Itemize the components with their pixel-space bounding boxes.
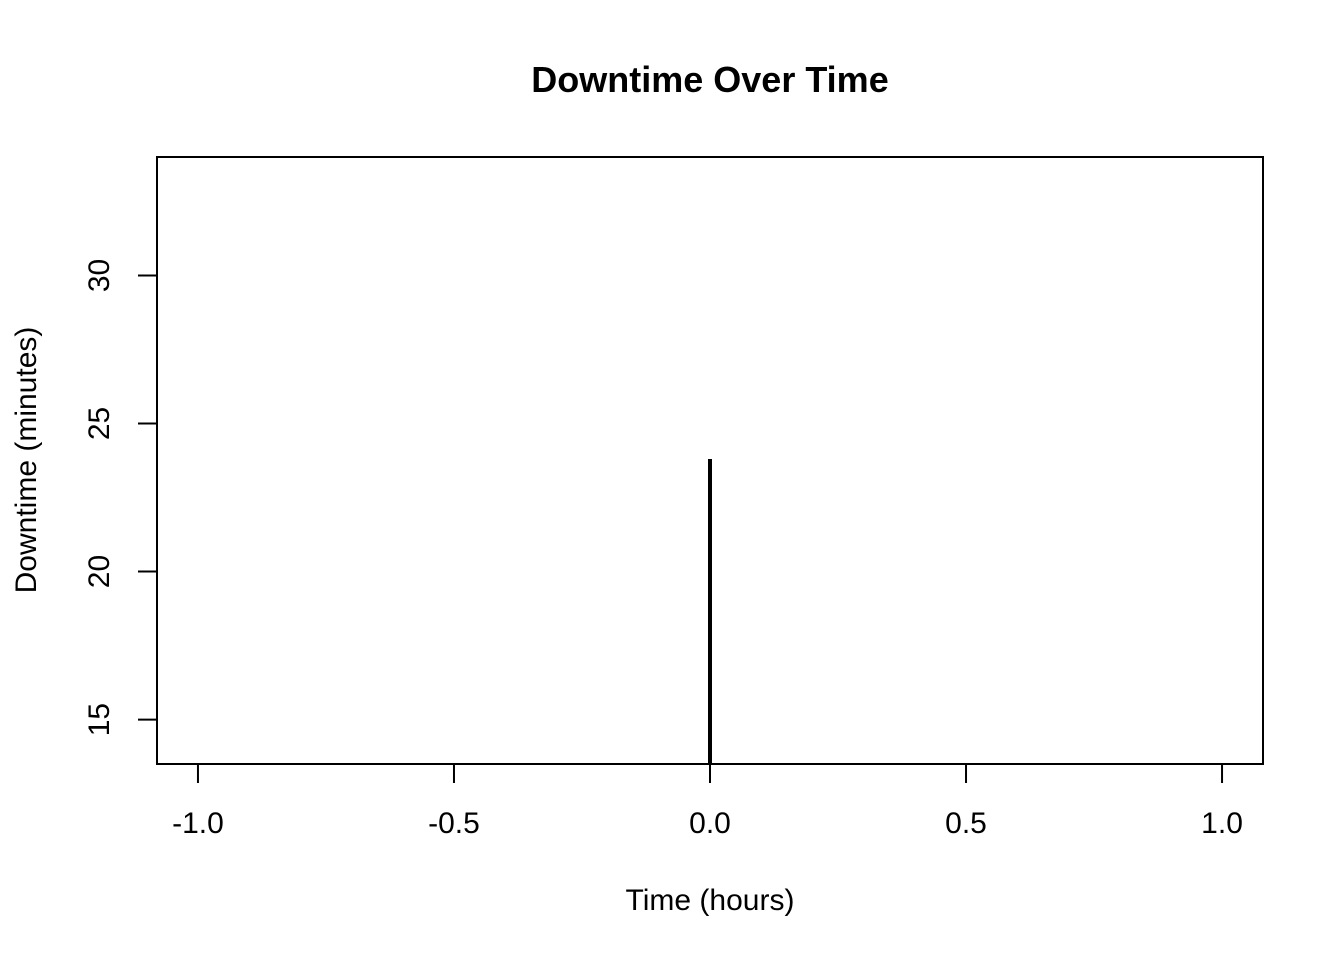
x-axis: -1.0 -0.5 0.0 0.5 1.0 [172, 763, 1243, 840]
x-tick-label: 0.0 [689, 807, 731, 840]
y-axis-label: Downtime (minutes) [10, 327, 43, 594]
x-tick-label: -0.5 [428, 807, 480, 840]
y-tick-label: 20 [83, 555, 116, 588]
y-axis: 15 20 25 30 [83, 259, 158, 736]
chart-title: Downtime Over Time [531, 59, 888, 100]
y-tick-label: 30 [83, 259, 116, 292]
x-tick-label: 0.5 [945, 807, 987, 840]
y-tick-label: 15 [83, 703, 116, 736]
x-axis-label: Time (hours) [626, 884, 795, 917]
x-tick-label: 1.0 [1201, 807, 1243, 840]
y-tick-label: 25 [83, 407, 116, 440]
x-tick-label: -1.0 [172, 807, 224, 840]
